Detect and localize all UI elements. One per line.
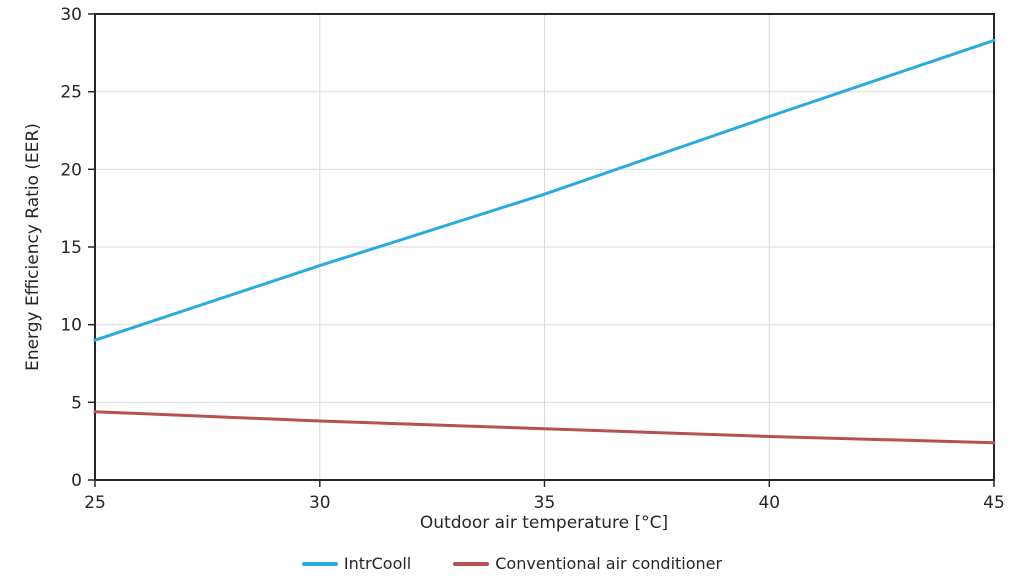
- legend-item-conventional-ac: Conventional air conditioner: [453, 554, 722, 573]
- plot-area: 0 5 10 15 20 25 30 25 30 35 40 45: [60, 5, 1005, 513]
- y-tick-label: 30: [60, 5, 82, 25]
- x-tick-label: 35: [534, 493, 556, 513]
- series-line-conventional-ac: [93, 410, 996, 445]
- x-axis-title: Outdoor air temperature [°C]: [419, 513, 669, 533]
- legend-label-intrcooll: IntrCooll: [343, 554, 412, 573]
- y-tick-label: 10: [60, 316, 82, 336]
- x-tick-label: 40: [758, 493, 780, 513]
- y-tick-label: 20: [60, 160, 82, 180]
- legend-swatch-intrcooll-line: [301, 561, 338, 566]
- y-tick-label: 0: [71, 471, 82, 491]
- chart-legend: IntrCooll Conventional air conditioner: [0, 554, 1024, 573]
- y-tick-label: 5: [71, 393, 82, 413]
- y-axis-title: Energy Efficiency Ratio (EER): [23, 123, 43, 371]
- series-line-intrcooll: [93, 38, 996, 342]
- x-tick-label: 25: [84, 493, 106, 513]
- y-tick-label: 25: [60, 83, 82, 103]
- x-tick-label: 30: [309, 493, 331, 513]
- plot-border: [94, 13, 995, 481]
- legend-label-conventional-ac: Conventional air conditioner: [495, 554, 723, 573]
- legend-swatch-conventional-ac-line: [453, 561, 490, 566]
- y-tick-label: 15: [60, 238, 82, 258]
- x-tick-label: 45: [983, 493, 1005, 513]
- legend-item-intrcooll: IntrCooll: [301, 554, 412, 573]
